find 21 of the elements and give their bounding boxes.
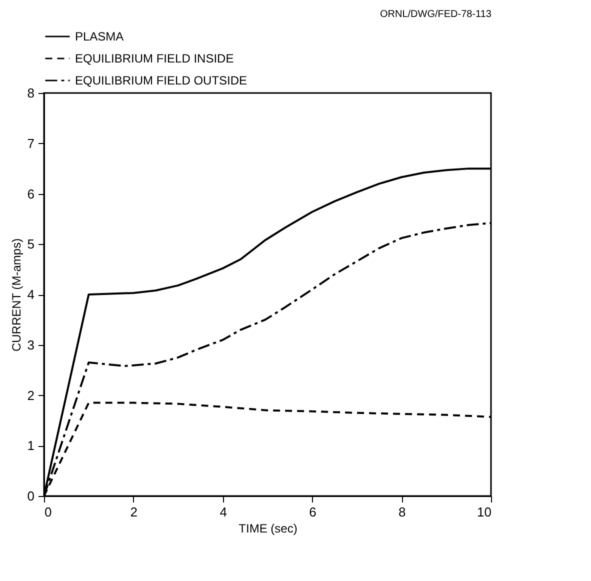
x-tick-label: 4: [220, 504, 227, 520]
legend-label: EQUILIBRIUM FIELD INSIDE: [75, 52, 234, 66]
legend-label: PLASMA: [75, 30, 124, 44]
y-tick-label: 8: [27, 86, 34, 100]
x-tick-label: 0: [44, 504, 52, 520]
y-axis-title: CURRENT (M-amps): [9, 238, 24, 352]
legend-label: EQUILIBRIUM FIELD OUTSIDE: [75, 74, 248, 88]
y-tick-label: 6: [27, 186, 34, 202]
x-tick-label: 2: [130, 504, 138, 520]
y-tick-label: 2: [27, 388, 34, 403]
y-tick-label: 4: [27, 287, 34, 302]
x-tick-label: 10: [477, 504, 492, 520]
x-tick-label: 6: [309, 504, 316, 520]
y-tick-label: 3: [27, 337, 34, 352]
y-tick-label: 5: [27, 236, 34, 252]
y-tick-label: 1: [27, 438, 34, 454]
text: ORNL/DWG/FED-78-113: [380, 9, 492, 20]
y-tick-label: 7: [27, 136, 34, 151]
x-tick-label: 8: [398, 504, 406, 520]
y-tick-label: 0: [27, 488, 34, 504]
x-axis-title: TIME (sec): [238, 522, 298, 536]
